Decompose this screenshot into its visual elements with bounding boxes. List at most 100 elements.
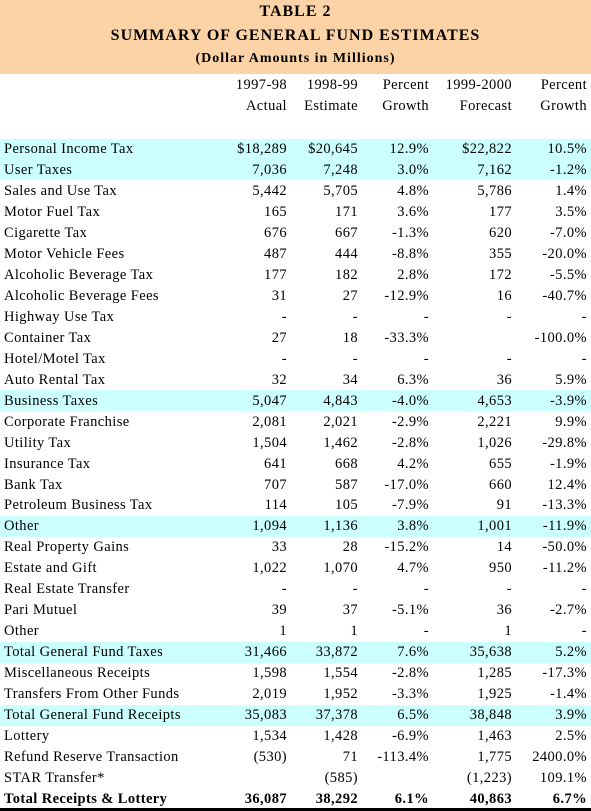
cell-value: 2,081	[252, 413, 287, 430]
row-highlight	[0, 159, 591, 181]
cell-value: -11.2%	[542, 560, 587, 577]
cell-value: 4,653	[477, 392, 512, 409]
cell-value: 37,378	[315, 707, 358, 724]
column-header: Percent	[540, 77, 587, 93]
row-label: Estate and Gift	[4, 560, 97, 577]
cell-value: 10.5%	[547, 141, 587, 157]
column-header: 1999-2000	[445, 77, 512, 93]
cell-value: 1,136	[323, 518, 358, 535]
row-label: Real Property Gains	[4, 539, 130, 556]
cell-value: -	[506, 581, 512, 598]
cell-value: 27	[342, 287, 358, 304]
cell-value: 40,863	[469, 791, 512, 808]
cell-value: 4.7%	[397, 560, 429, 577]
cell-value: -113.4%	[377, 749, 429, 766]
note: (Dollar Amounts in Millions)	[195, 51, 396, 66]
cell-value: 36	[496, 371, 512, 388]
cell-value: 31,466	[244, 644, 287, 661]
cell-value: -40.7%	[542, 287, 587, 304]
cell-value: 1,094	[252, 518, 287, 535]
cell-value: 4.2%	[397, 455, 429, 472]
row-label: Total Receipts & Lottery	[4, 791, 168, 808]
cell-value: -7.0%	[549, 224, 587, 241]
cell-value: 6.5%	[397, 707, 429, 724]
cell-value: 2400.0%	[532, 749, 587, 766]
cell-value: 3.6%	[397, 203, 429, 220]
cell-value: -	[423, 308, 429, 325]
cell-value: 1,285	[477, 665, 512, 682]
row-label: Petroleum Business Tax	[4, 497, 153, 514]
cell-value: -15.2%	[384, 539, 429, 556]
cell-value: 33,872	[315, 644, 358, 661]
cell-value: 114	[264, 497, 287, 514]
column-header: 1997-98	[235, 77, 287, 93]
cell-value: -	[506, 308, 512, 325]
subtitle: SUMMARY OF GENERAL FUND ESTIMATES	[110, 27, 481, 44]
cell-value: 31	[271, 287, 287, 304]
cell-value: -20.0%	[542, 245, 587, 262]
row-label: Sales and Use Tax	[4, 182, 118, 199]
cell-value: 7.6%	[397, 644, 429, 661]
cell-value: 6.7%	[552, 791, 587, 808]
bottom-rule	[0, 808, 591, 811]
cell-value: 1,026	[477, 434, 512, 451]
cell-value: -13.3%	[542, 497, 587, 514]
cell-value: 487	[264, 245, 287, 262]
row-label: Insurance Tax	[4, 455, 91, 472]
cell-value: -100.0%	[534, 329, 587, 346]
cell-value: 4,843	[323, 392, 358, 409]
cell-value: -	[423, 581, 429, 598]
cell-value: 37	[342, 602, 358, 619]
cell-value: -	[506, 350, 512, 367]
row-label: Lottery	[4, 728, 50, 745]
cell-value: 7,162	[477, 161, 512, 178]
title: TABLE 2	[259, 3, 332, 20]
row-highlight	[0, 641, 591, 663]
cell-value: -17.0%	[384, 476, 429, 493]
cell-value: -7.9%	[391, 497, 429, 514]
cell-value: 5.9%	[555, 371, 587, 388]
row-label: Alcoholic Beverage Fees	[4, 287, 159, 304]
row-highlight	[0, 138, 591, 160]
cell-value: -	[281, 581, 287, 598]
cell-value: -33.3%	[384, 329, 429, 346]
cell-value: 5.2%	[555, 644, 587, 661]
cell-value: 7,036	[252, 161, 287, 178]
cell-value: 9.9%	[555, 413, 587, 430]
cell-value: 12.9%	[389, 141, 429, 157]
cell-value: 5,786	[477, 182, 512, 199]
cell-value: 1,462	[323, 434, 358, 451]
row-label: User Taxes	[4, 161, 73, 178]
cell-value: -1.3%	[391, 224, 429, 241]
row-label: Hotel/Motel Tax	[4, 350, 106, 367]
cell-value: 6.3%	[397, 371, 429, 388]
row-highlight	[0, 704, 591, 726]
cell-value: 5,047	[252, 392, 287, 409]
row-label: Container Tax	[4, 329, 92, 346]
column-header: Forecast	[459, 98, 512, 114]
row-label: Other	[4, 623, 40, 640]
cell-value: 1	[504, 623, 512, 640]
cell-value: 1,952	[323, 686, 358, 703]
row-highlight	[0, 390, 591, 412]
row-label: Transfers From Other Funds	[4, 686, 180, 703]
cell-value: 2.8%	[397, 266, 429, 283]
row-label: Motor Vehicle Fees	[4, 245, 125, 262]
cell-value: $22,822	[462, 141, 512, 157]
cell-value: -1.4%	[549, 686, 587, 703]
cell-value: 71	[342, 749, 358, 766]
cell-value: 35,638	[469, 644, 512, 661]
cell-value: 27	[271, 329, 287, 346]
cell-value: 3.0%	[397, 161, 429, 178]
cell-value: (530)	[253, 749, 287, 766]
cell-value: 1.4%	[555, 182, 587, 199]
cell-value: 3.8%	[397, 518, 429, 535]
cell-value: 641	[264, 455, 287, 472]
cell-value: 1,428	[323, 728, 358, 745]
row-label: Other	[4, 518, 40, 535]
row-label: STAR Transfer*	[4, 770, 105, 787]
cell-value: 18	[342, 329, 358, 346]
cell-value: 38,292	[315, 791, 358, 808]
cell-value: -29.8%	[542, 434, 587, 451]
